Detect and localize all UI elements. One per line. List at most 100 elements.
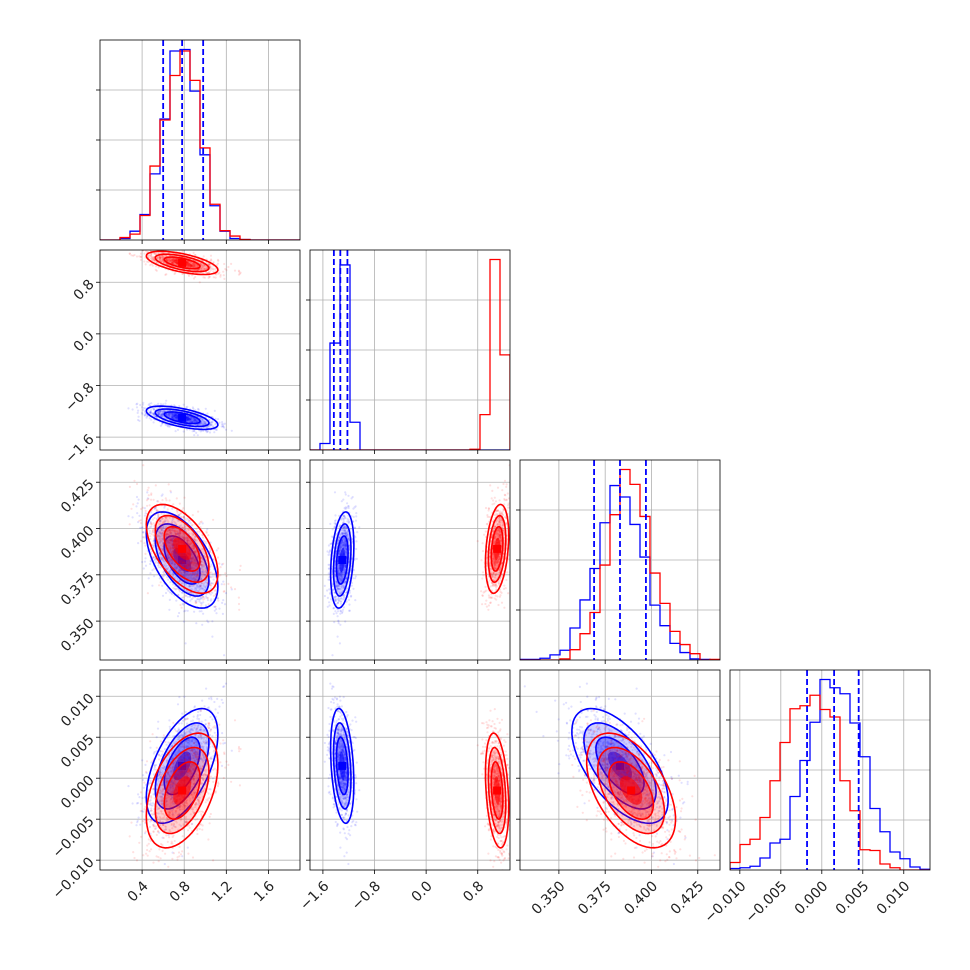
scatter-point [166,540,169,543]
scatter-point [162,577,165,581]
scatter-point [178,514,181,517]
scatter-point [207,550,210,553]
scatter-point [195,419,198,422]
scatter-point [187,538,190,542]
scatter-point [195,584,198,587]
scatter-point [183,536,187,540]
scatter-point [170,539,173,542]
scatter-point [199,584,202,587]
scatter-point [179,532,182,535]
scatter-point [151,531,154,534]
scatter-point [171,413,174,416]
scatter-point [204,556,207,559]
scatter-point [192,263,195,266]
scatter-point [204,407,207,410]
scatter-point [162,571,165,574]
scatter-point [201,587,205,590]
scatter-point [165,532,169,535]
scatter-point [165,533,168,537]
scatter-point [209,423,212,426]
scatter-point [191,265,195,268]
scatter-point [193,430,196,433]
scatter-point [355,515,358,518]
scatter-point [133,479,136,482]
scatter-point [146,489,149,492]
scatter-point [155,252,158,255]
scatter-point [203,563,206,566]
scatter-point [175,559,178,562]
scatter-point [181,536,185,539]
scatter-point [214,423,217,426]
scatter-point [151,257,154,260]
scatter-point [161,532,165,535]
scatter-point [193,263,196,266]
scatter-point [160,535,163,538]
scatter-point [177,532,180,535]
scatter-point [168,535,172,538]
scatter-point [138,255,141,258]
scatter-point [169,414,172,417]
scatter-point [191,557,194,560]
scatter-point [347,505,350,508]
scatter-point [187,543,190,546]
scatter-point [222,274,225,277]
y-tick-label: 0.0 [71,328,98,355]
scatter-point [159,256,162,259]
scatter-point [204,267,207,270]
scatter-point [202,564,205,567]
scatter-point [156,251,159,255]
scatter-point [219,273,222,277]
scatter-point [196,569,199,573]
histogram-series-1 [310,258,510,450]
scatter-point [190,416,193,419]
scatter-point [153,247,155,249]
scatter-point [155,552,158,555]
scatter-point [197,562,200,565]
scatter-point [159,256,162,259]
scatter-point [155,517,158,521]
scatter-point [180,568,184,572]
scatter-point [180,526,183,529]
scatter-point [212,270,215,273]
scatter-point [204,423,207,426]
scatter-point [196,570,199,573]
scatter-point [208,270,211,273]
panel-frame [309,249,511,451]
y-tick-label: 0.350 [58,615,98,655]
scatter-point [186,542,189,545]
scatter-point [180,582,183,585]
scatter-point [169,412,172,415]
scatter-point [200,551,203,555]
scatter-point [180,516,183,519]
scatter-point [188,265,192,268]
scatter-point [149,412,152,415]
scatter-point [157,410,160,413]
scatter-point [161,406,164,409]
scatter-point [171,537,174,540]
scatter-point [170,562,173,565]
scatter-point [179,572,182,575]
scatter-point [191,430,194,433]
scatter-point [165,567,168,571]
scatter-point [193,264,196,267]
scatter-point [197,579,200,582]
scatter-point [139,519,142,522]
scatter-point [203,421,206,424]
scatter-point [196,407,200,411]
scatter-point [140,507,143,511]
scatter-point [209,420,213,424]
scatter-point [193,420,196,424]
scatter-point [169,558,172,561]
scatter-point [191,544,195,548]
scatter-point [195,622,198,625]
panel-0-0 [96,39,301,244]
scatter-point [201,422,204,426]
scatter-point [217,272,220,275]
scatter-point [193,266,196,269]
scatter-point [186,265,190,268]
scatter-point [182,515,185,519]
scatter-point [154,542,157,545]
scatter-point [192,419,195,422]
scatter-point [168,549,172,552]
scatter-point [146,504,149,507]
